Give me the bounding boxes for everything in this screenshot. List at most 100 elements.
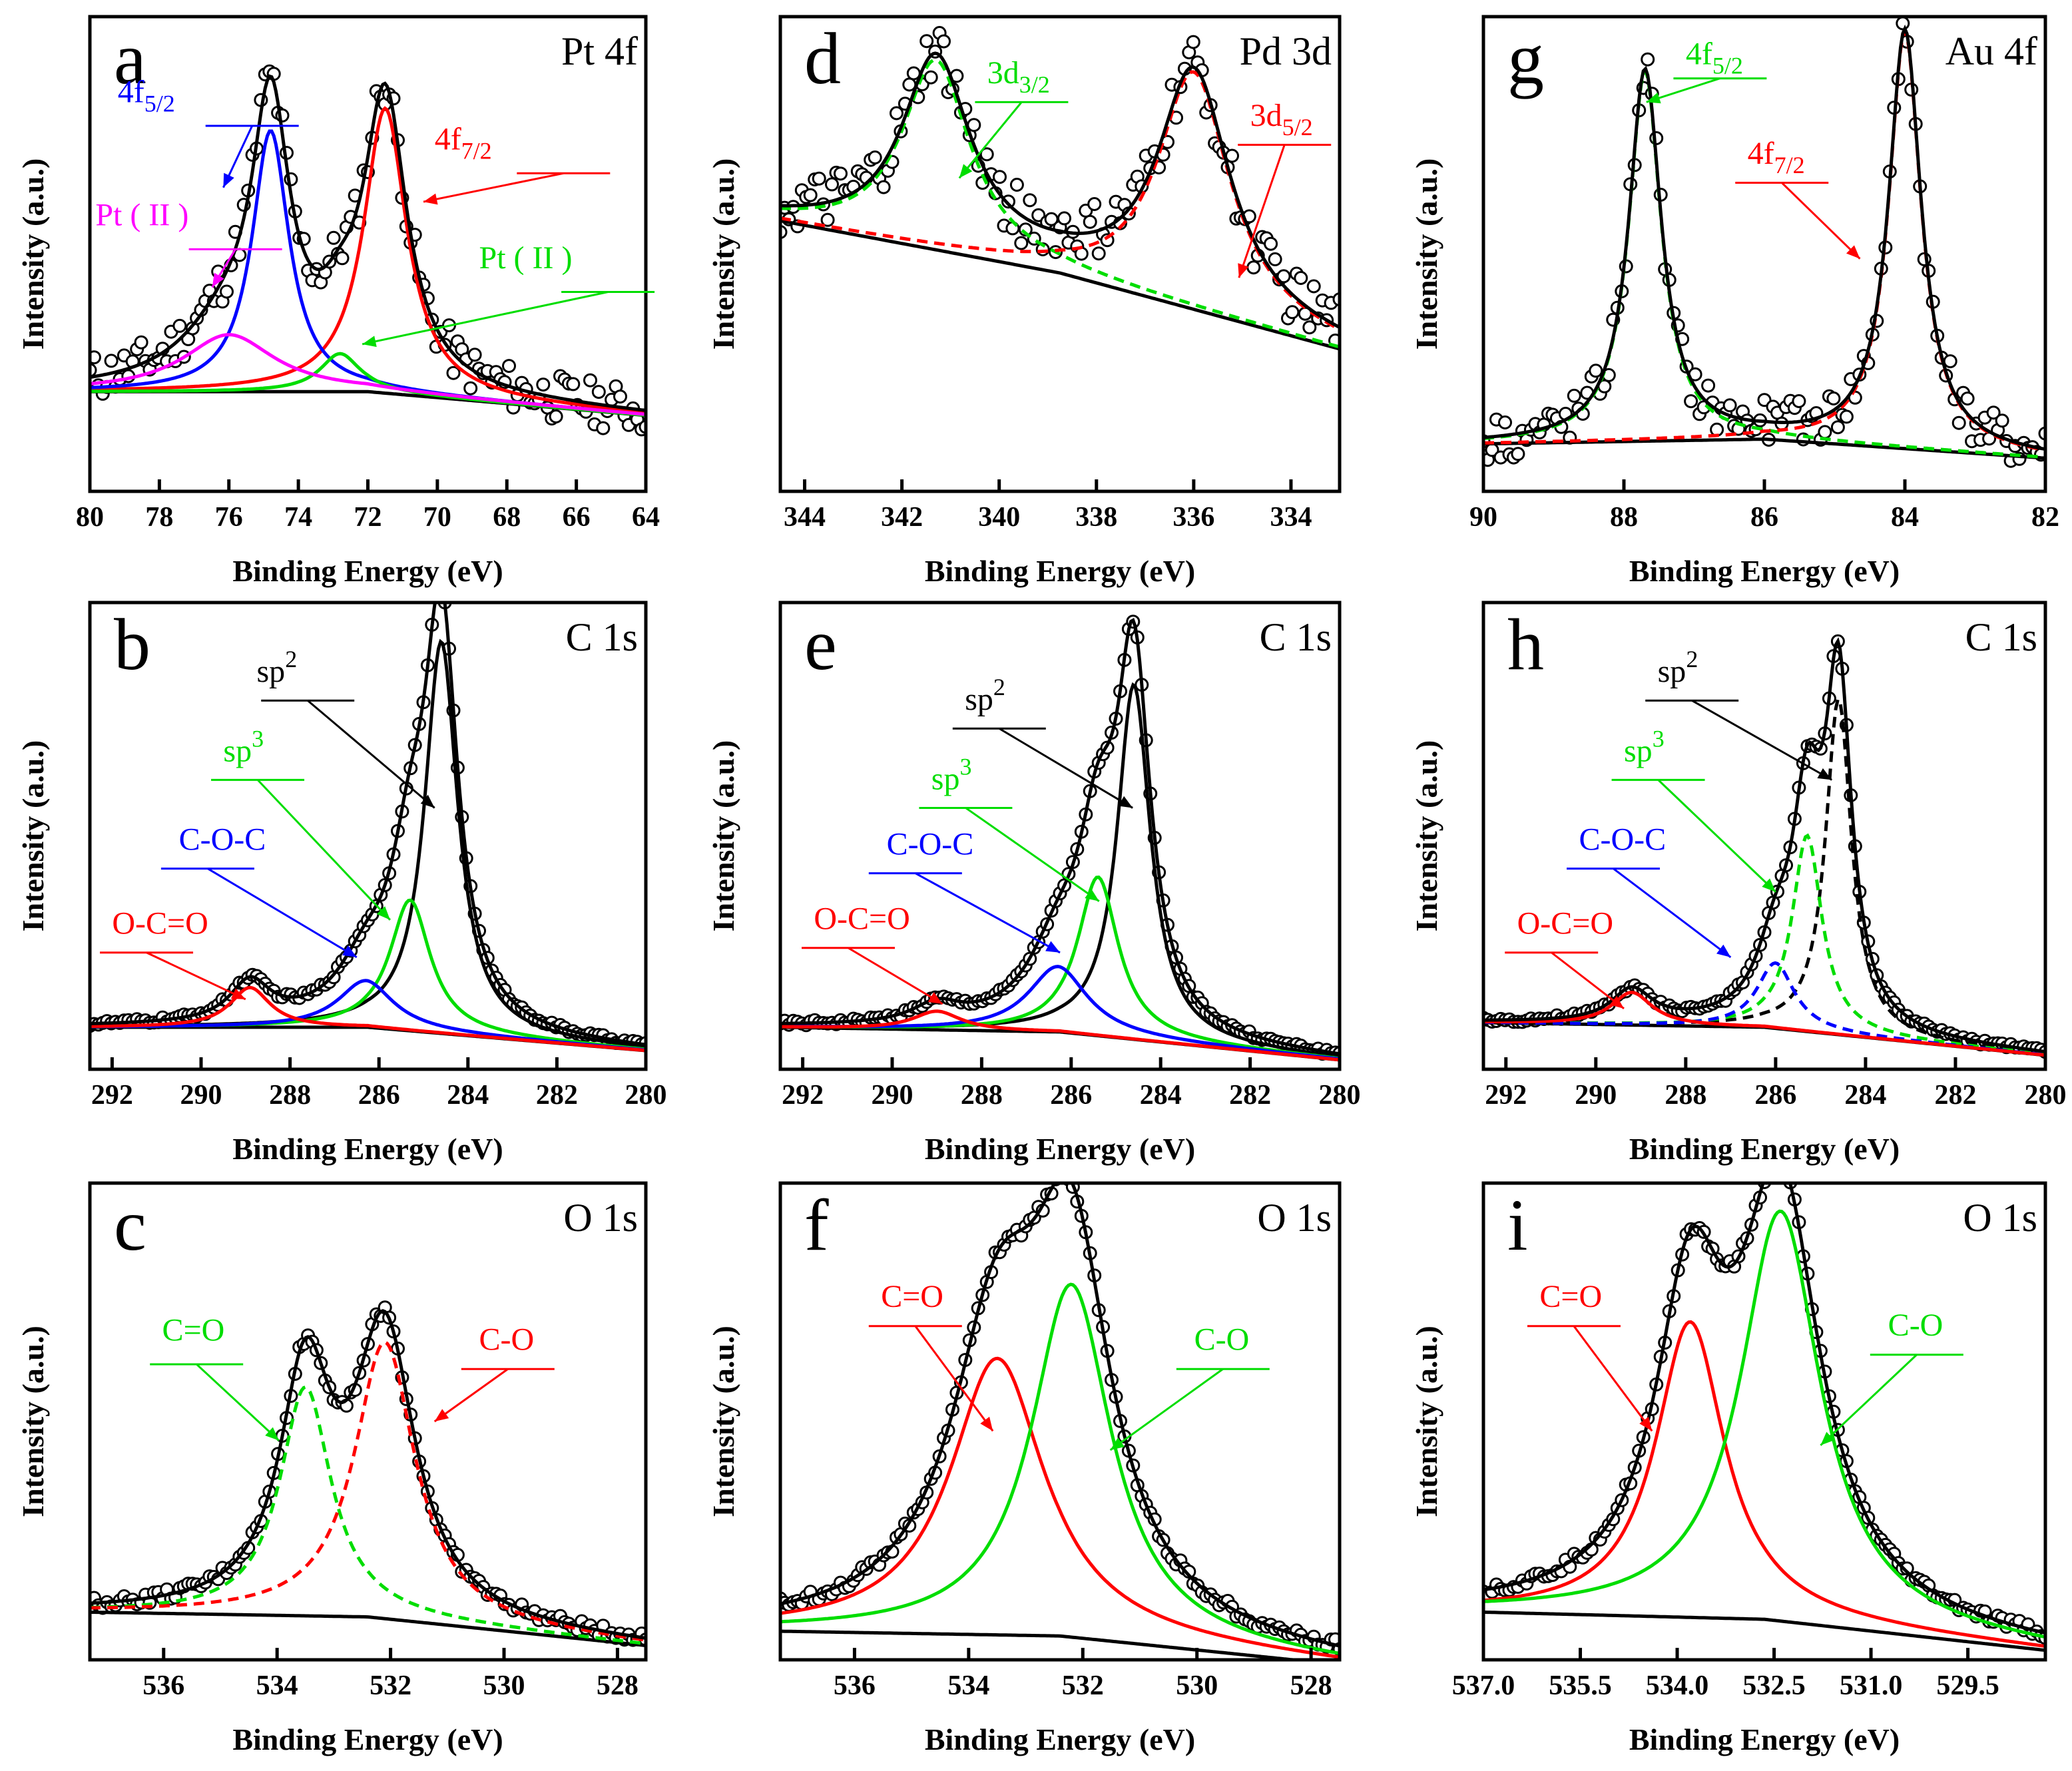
peak-annotation: 4f5/2 xyxy=(1646,36,1767,104)
data-point xyxy=(919,34,934,49)
data-point xyxy=(1722,398,1737,413)
annotation-label: C-O xyxy=(1194,1322,1250,1358)
plot-frame-d xyxy=(778,15,1342,493)
data-point xyxy=(1186,35,1200,49)
annotation-label: Pt ( II ) xyxy=(95,198,188,233)
y-axis-title: Intensity (a.u.) xyxy=(1410,158,1443,350)
panel-letter: h xyxy=(1507,604,1544,685)
x-axis-title: Binding Energy (eV) xyxy=(232,1132,503,1166)
peak-annotation: O-C=O xyxy=(802,901,943,1005)
x-tick-label: 532 xyxy=(370,1670,411,1701)
data-point xyxy=(1009,178,1024,192)
peak-i-0 xyxy=(1483,1320,2045,1648)
x-tick-label: 74 xyxy=(284,502,312,533)
annotation-leader xyxy=(196,1363,280,1441)
peak-h-0 xyxy=(1483,695,2045,1055)
x-tick-label: 76 xyxy=(215,502,243,533)
panel-h: 292 290 288 286 284 282 280 Binding Energy (eV)… xyxy=(1410,601,2067,1166)
region-label: Au 4f xyxy=(1945,29,2037,73)
peak-annotation: sp3 xyxy=(919,753,1100,902)
data-point xyxy=(923,70,938,85)
annotation-leader xyxy=(146,951,246,1001)
annotation-leader xyxy=(362,291,609,346)
x-tick-label: 531.0 xyxy=(1840,1670,1903,1701)
region-label: C 1s xyxy=(1260,615,1332,659)
data-points-h xyxy=(1483,634,2045,1059)
data-point xyxy=(1091,246,1106,261)
x-tick-label: 529.5 xyxy=(1936,1670,1999,1701)
data-point xyxy=(1986,405,2001,420)
x-tick-label: 280 xyxy=(625,1080,667,1111)
arrowhead-icon xyxy=(230,988,246,999)
data-point xyxy=(549,409,563,423)
panel-letter: g xyxy=(1507,18,1544,99)
plot-frame-i xyxy=(1481,1181,2047,1662)
x-tick-label: 80 xyxy=(76,502,104,533)
plot-area-i xyxy=(1483,1183,2045,1652)
data-point xyxy=(1087,197,1102,211)
data-point xyxy=(1306,279,1321,294)
arrowhead-icon xyxy=(959,164,973,178)
x-tick-label: 290 xyxy=(180,1080,222,1111)
data-point xyxy=(583,373,597,387)
peak-annotation: Pt ( II ) xyxy=(95,198,282,288)
x-tick-label: 536 xyxy=(834,1670,876,1701)
annotation-label: O-C=O xyxy=(814,901,909,937)
arrowhead-icon xyxy=(1846,245,1860,259)
data-point xyxy=(1511,447,1525,461)
x-tick-label: 288 xyxy=(269,1080,311,1111)
panel-letter: e xyxy=(804,604,837,685)
annotation-label: C-O xyxy=(479,1322,535,1358)
annotation-label: O-C=O xyxy=(112,906,208,941)
y-axis-title: Intensity (a.u.) xyxy=(706,1326,740,1517)
x-axis-title: Binding Energy (eV) xyxy=(1629,1132,1900,1166)
x-tick-label: 288 xyxy=(1665,1080,1706,1111)
annotation-label: sp2 xyxy=(965,674,1005,717)
region-label: O 1s xyxy=(1257,1196,1332,1240)
arrowhead-icon xyxy=(362,336,377,348)
data-point xyxy=(591,385,606,399)
annotation-label: 3d3/2 xyxy=(987,55,1050,98)
plot-area-e xyxy=(780,615,1340,1062)
peak-d-1 xyxy=(780,70,1340,331)
x-tick-label: 86 xyxy=(1750,502,1778,533)
peak-a-3 xyxy=(90,333,646,416)
data-point xyxy=(430,589,442,601)
data-point xyxy=(1900,1561,1914,1576)
data-point xyxy=(993,170,1007,184)
peak-annotation: O-C=O xyxy=(100,906,246,1001)
peak-annotation: sp2 xyxy=(1645,646,1833,781)
x-tick-label: 338 xyxy=(1075,502,1117,533)
data-point xyxy=(326,230,341,245)
x-tick-label: 286 xyxy=(1754,1080,1796,1111)
annotation-label: C-O xyxy=(1888,1308,1943,1343)
x-tick-label: 78 xyxy=(145,502,173,533)
x-tick-label: 528 xyxy=(597,1670,639,1701)
annotation-leader xyxy=(848,947,943,1005)
data-point xyxy=(1083,214,1097,229)
peak-annotation: C=O xyxy=(868,1279,994,1432)
data-point xyxy=(1896,17,1910,31)
arrowhead-icon xyxy=(980,1416,993,1431)
data-point xyxy=(463,381,478,395)
x-tick-label: 280 xyxy=(2025,1080,2067,1111)
data-point xyxy=(502,359,516,374)
x-tick-label: 84 xyxy=(1891,502,1919,533)
baseline-f xyxy=(780,1629,1310,1660)
data-point xyxy=(1641,52,1655,67)
data-point xyxy=(825,177,839,192)
x-tick-label: 336 xyxy=(1172,502,1214,533)
x-tick-label: 282 xyxy=(1229,1080,1271,1111)
data-point xyxy=(1498,415,1512,429)
peak-c-1 xyxy=(90,1340,646,1642)
peak-annotation: sp2 xyxy=(257,646,435,809)
plot-frame-f xyxy=(778,1181,1342,1662)
annotation-leader xyxy=(999,727,1133,809)
x-tick-label: 282 xyxy=(536,1080,578,1111)
annotation-leader xyxy=(1657,779,1776,893)
arrowhead-icon xyxy=(1238,263,1249,278)
plot-area-g xyxy=(1483,17,2045,468)
x-tick-label: 88 xyxy=(1610,502,1638,533)
x-axis-title: Binding Energy (eV) xyxy=(1629,554,1900,588)
x-tick-label: 90 xyxy=(1469,502,1497,533)
